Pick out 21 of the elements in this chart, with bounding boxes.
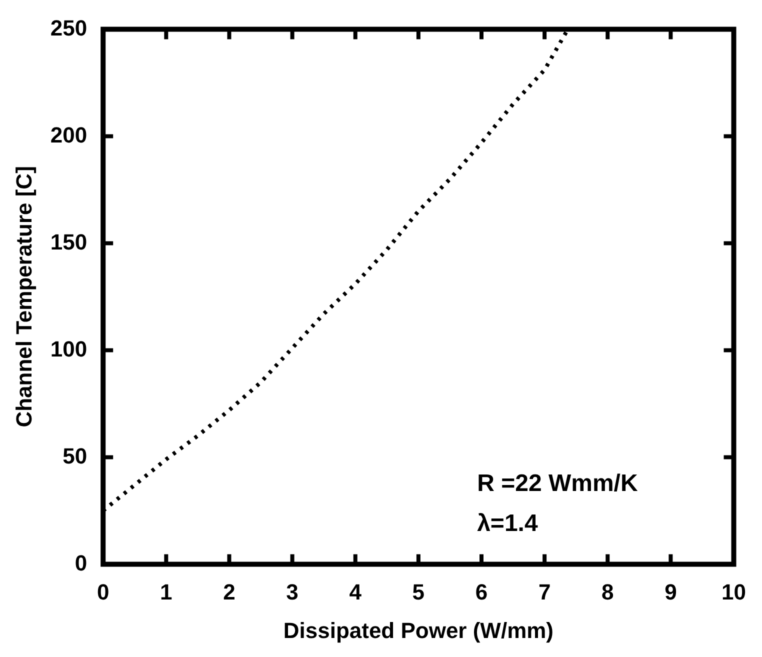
y-axis-title: Channel Temperature [C] [11,166,36,428]
x-tick-label: 0 [96,579,110,604]
y-tick-label: 0 [74,550,88,576]
x-tick-label: 5 [412,579,425,604]
x-tick-label: 3 [286,579,298,604]
x-tick-label: 2 [223,579,236,604]
annotation: R =22 Wmm/K [477,470,638,498]
x-axis-title: Dissipated Power (W/mm) [283,618,554,643]
annotation: λ=1.4 [477,510,538,538]
x-tick-label: 7 [538,579,551,604]
y-tick-label: 250 [50,15,88,40]
x-tick-label: 1 [160,579,172,604]
y-tick-label: 150 [50,229,88,254]
y-tick-label: 100 [50,336,88,362]
y-tick-label: 50 [62,443,88,468]
x-tick-label: 6 [475,579,488,604]
x-tick-label: 8 [602,579,614,604]
x-tick-label: 9 [664,579,677,604]
x-tick-label: 10 [722,579,746,604]
y-tick-label: 200 [50,122,88,148]
x-tick-label: 4 [349,579,362,604]
